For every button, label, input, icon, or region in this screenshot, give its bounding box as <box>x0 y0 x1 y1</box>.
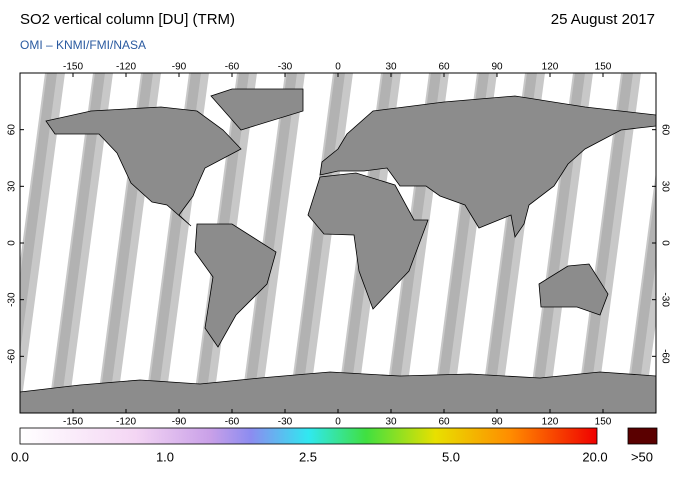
longitude-label-bottom: -120 <box>116 417 136 428</box>
swath-dark <box>626 186 656 413</box>
latitude-label-right: -60 <box>659 349 670 364</box>
latitude-label-right: 30 <box>659 181 670 193</box>
longitude-label-top: 0 <box>335 62 341 73</box>
colorbar-overflow-label: >50 <box>631 449 653 464</box>
colorbar-label: 20.0 <box>582 449 607 464</box>
colorbar-label: 5.0 <box>442 449 460 464</box>
longitude-label-bottom: 60 <box>438 417 450 428</box>
longitude-label-bottom: -90 <box>172 417 187 428</box>
latitude-label-left: 0 <box>7 240 18 246</box>
swath <box>596 73 656 413</box>
longitude-label-bottom: -30 <box>278 417 293 428</box>
longitude-label-bottom: -150 <box>63 417 83 428</box>
north-america <box>45 106 242 227</box>
antarctica <box>20 371 656 413</box>
swath <box>260 73 333 413</box>
longitude-label-top: 60 <box>438 62 450 73</box>
longitude-label-top: 120 <box>542 62 559 73</box>
swath <box>548 73 621 413</box>
africa <box>307 172 429 310</box>
swath-dark <box>242 73 297 413</box>
longitude-label-top: -30 <box>278 62 293 73</box>
eurasia <box>319 95 656 239</box>
longitude-label-bottom: 150 <box>595 417 612 428</box>
latitude-label-right: 60 <box>659 124 670 136</box>
australia <box>538 263 609 316</box>
latitude-label-left: 30 <box>7 180 18 192</box>
swath-dark <box>578 73 633 413</box>
longitude-label-bottom: 90 <box>491 417 503 428</box>
title: SO2 vertical column [DU] (TRM) <box>20 11 235 28</box>
longitude-label-top: -60 <box>225 62 240 73</box>
longitude-label-bottom: 120 <box>542 417 559 428</box>
swath <box>20 73 45 262</box>
longitude-label-bottom: -60 <box>225 417 240 428</box>
longitude-label-top: 30 <box>385 62 397 73</box>
colorbar <box>19 427 598 445</box>
date: 25 August 2017 <box>551 11 655 28</box>
latitude-label-right: 0 <box>659 240 670 246</box>
longitude-label-top: 150 <box>595 62 612 73</box>
latitude-label-left: -30 <box>7 292 18 307</box>
south-america <box>194 223 277 348</box>
colorbar-overflow <box>627 427 658 445</box>
longitude-label-top: 90 <box>491 62 503 73</box>
longitude-label-bottom: 30 <box>385 417 397 428</box>
longitude-label-top: -150 <box>63 62 83 73</box>
colorbar-label: 2.5 <box>299 449 317 464</box>
longitude-label-top: -120 <box>116 62 136 73</box>
greenland <box>210 88 304 131</box>
colorbar-label: 1.0 <box>156 449 174 464</box>
latitude-label-left: 60 <box>7 124 18 136</box>
longitude-label-bottom: 0 <box>335 417 341 428</box>
latitude-label-left: -60 <box>7 349 18 364</box>
swath-dark <box>50 73 105 413</box>
subtitle: OMI – KNMI/FMI/NASA <box>20 38 146 52</box>
colorbar-label: 0.0 <box>11 449 29 464</box>
latitude-label-right: -30 <box>659 292 670 307</box>
map <box>20 73 656 413</box>
swath <box>20 73 93 413</box>
swath-dark <box>20 73 57 353</box>
longitude-label-top: -90 <box>172 62 187 73</box>
